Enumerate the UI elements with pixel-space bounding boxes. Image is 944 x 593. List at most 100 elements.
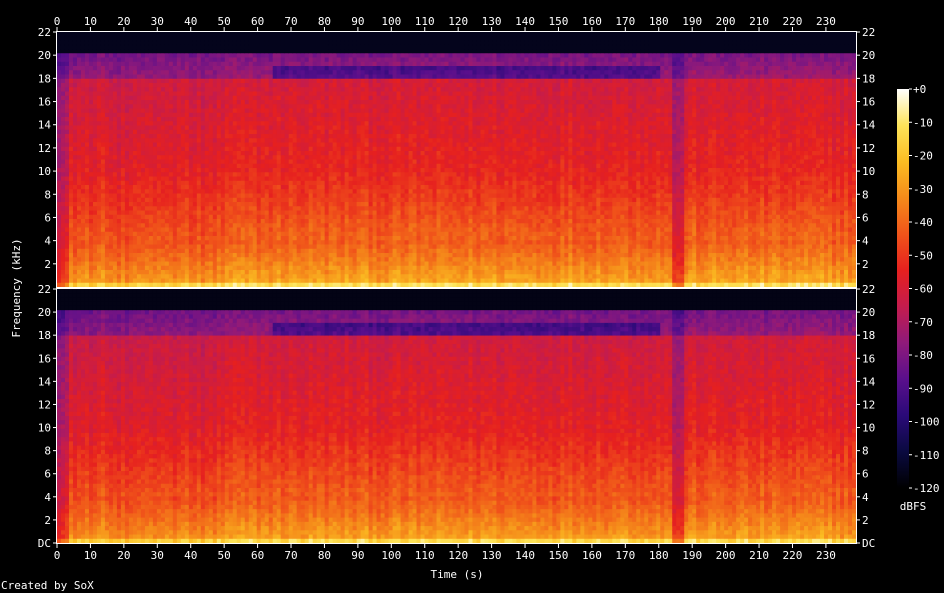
spectrogram-cell bbox=[129, 257, 134, 262]
spectrogram-cell bbox=[217, 79, 222, 84]
spectrogram-cell bbox=[313, 185, 318, 190]
spectrogram-cell bbox=[145, 270, 150, 275]
spectrogram-cell bbox=[93, 172, 98, 177]
spectrogram-cell bbox=[289, 257, 294, 262]
spectrogram-cell bbox=[109, 79, 114, 84]
spectrogram-cell bbox=[361, 138, 366, 143]
spectrogram-cell bbox=[189, 262, 194, 267]
spectrogram-cell bbox=[197, 262, 202, 267]
spectrogram-cell bbox=[309, 172, 314, 177]
spectrogram-cell bbox=[265, 160, 270, 165]
spectrogram-cell bbox=[141, 249, 146, 254]
spectrogram-cell bbox=[261, 66, 266, 71]
spectrogram-cell bbox=[117, 202, 122, 207]
spectrogram-cell bbox=[329, 66, 334, 71]
spectrogram-cell bbox=[125, 206, 130, 211]
spectrogram-cell bbox=[349, 249, 354, 254]
spectrogram-cell bbox=[185, 155, 190, 160]
spectrogram-cell bbox=[145, 117, 150, 122]
spectrogram-cell bbox=[61, 104, 66, 109]
spectrogram-cell bbox=[189, 134, 194, 139]
spectrogram-cell bbox=[261, 185, 266, 190]
spectrogram-cell bbox=[213, 194, 218, 199]
spectrogram-cell bbox=[277, 270, 282, 275]
spectrogram-cell bbox=[241, 232, 246, 237]
spectrogram-cell bbox=[305, 134, 310, 139]
spectrogram-cell bbox=[89, 232, 94, 237]
spectrogram-cell bbox=[97, 41, 102, 46]
spectrogram-cell bbox=[141, 138, 146, 143]
spectrogram-cell bbox=[65, 66, 70, 71]
spectrogram-cell bbox=[385, 100, 390, 105]
spectrogram-cell bbox=[225, 75, 230, 80]
spectrogram-cell bbox=[121, 130, 126, 135]
spectrogram-cell bbox=[237, 236, 242, 241]
spectrogram-cell bbox=[245, 109, 250, 114]
spectrogram-cell bbox=[233, 177, 238, 182]
spectrogram-cell bbox=[193, 202, 198, 207]
spectrogram-cell bbox=[125, 168, 130, 173]
spectrogram-cell bbox=[77, 215, 82, 220]
spectrogram-cell bbox=[293, 32, 298, 37]
spectrogram-cell bbox=[137, 79, 142, 84]
spectrogram-cell bbox=[345, 236, 350, 241]
spectrogram-cell bbox=[229, 130, 234, 135]
spectrogram-cell bbox=[293, 172, 298, 177]
spectrogram-cell bbox=[297, 202, 302, 207]
spectrogram-cell bbox=[237, 194, 242, 199]
spectrogram-cell bbox=[161, 283, 166, 288]
spectrogram-cell bbox=[85, 283, 90, 288]
spectrogram-cell bbox=[93, 66, 98, 71]
spectrogram-cell bbox=[293, 240, 298, 245]
spectrogram-cell bbox=[177, 53, 182, 58]
spectrogram-cell bbox=[281, 109, 286, 114]
spectrogram-cell bbox=[209, 249, 214, 254]
spectrogram-cell bbox=[357, 223, 362, 228]
spectrogram-cell bbox=[293, 41, 298, 46]
spectrogram-cell bbox=[365, 206, 370, 211]
spectrogram-cell bbox=[377, 262, 382, 267]
spectrogram-cell bbox=[185, 121, 190, 126]
spectrogram-cell bbox=[373, 92, 378, 97]
spectrogram-cell bbox=[197, 236, 202, 241]
spectrogram-cell bbox=[73, 211, 78, 216]
spectrogram-cell bbox=[297, 283, 302, 288]
spectrogram-cell bbox=[369, 151, 374, 156]
spectrogram-cell bbox=[177, 160, 182, 165]
spectrogram-cell bbox=[169, 211, 174, 216]
spectrogram-cell bbox=[69, 168, 74, 173]
spectrogram-cell bbox=[177, 96, 182, 101]
spectrogram-cell bbox=[61, 215, 66, 220]
spectrogram-cell bbox=[141, 62, 146, 67]
spectrogram-cell bbox=[129, 92, 134, 97]
spectrogram-cell bbox=[273, 279, 278, 284]
spectrogram-cell bbox=[237, 79, 242, 84]
spectrogram-cell bbox=[185, 245, 190, 250]
spectrogram-cell bbox=[81, 181, 86, 186]
spectrogram-cell bbox=[385, 58, 390, 63]
spectrogram-cell bbox=[261, 134, 266, 139]
spectrogram-cell bbox=[193, 70, 198, 75]
spectrogram-cell bbox=[241, 194, 246, 199]
spectrogram-cell bbox=[81, 219, 86, 224]
spectrogram-cell bbox=[89, 160, 94, 165]
spectrogram-cell bbox=[329, 143, 334, 148]
spectrogram-cell bbox=[121, 283, 126, 288]
spectrogram-cell bbox=[317, 253, 322, 258]
spectrogram-cell bbox=[185, 185, 190, 190]
spectrogram-cell bbox=[241, 245, 246, 250]
spectrogram-cell bbox=[221, 58, 226, 63]
spectrogram-cell bbox=[85, 113, 90, 118]
spectrogram-cell bbox=[177, 147, 182, 152]
spectrogram-cell bbox=[293, 155, 298, 160]
spectrogram-cell bbox=[341, 32, 346, 37]
spectrogram-cell bbox=[157, 177, 162, 182]
spectrogram-cell bbox=[301, 240, 306, 245]
spectrogram-cell bbox=[73, 270, 78, 275]
spectrogram-cell bbox=[305, 160, 310, 165]
spectrogram-cell bbox=[309, 87, 314, 92]
spectrogram-cell bbox=[221, 49, 226, 54]
spectrogram-cell bbox=[277, 194, 282, 199]
spectrogram-cell bbox=[101, 126, 106, 131]
spectrogram-cell bbox=[165, 249, 170, 254]
